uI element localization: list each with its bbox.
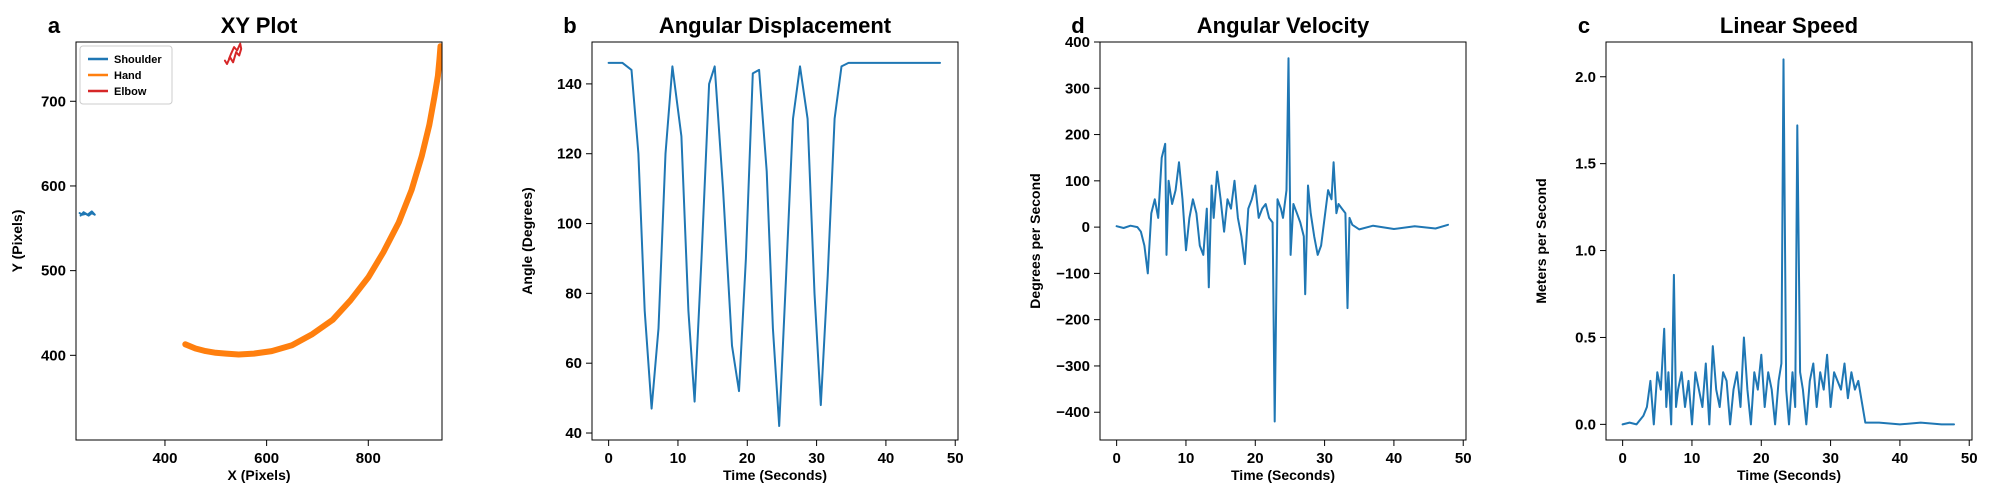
panel-letter: d [1071,13,1084,38]
y-tick-label: 300 [1065,80,1090,97]
plot-frame [591,41,959,441]
x-axis-label: Time (Seconds) [723,467,827,483]
x-axis-label: X (Pixels) [227,467,290,483]
y-tick-label: 0.5 [1575,329,1596,346]
y-tick-label: 1.5 [1575,156,1596,173]
x-tick-label: 50 [1455,450,1472,467]
y-tick-label: −100 [1056,265,1090,282]
chart-title: XY Plot [221,13,298,38]
y-tick-label: 2.0 [1575,69,1596,86]
series-line-elbow [223,42,243,65]
y-tick-label: 60 [565,355,582,372]
series-line-shoulder [78,210,96,217]
x-tick-label: 0 [1112,450,1120,467]
x-tick-label: 10 [1684,450,1701,467]
y-tick-label: 400 [1065,34,1090,51]
y-tick-label: 700 [41,93,66,110]
legend: Shoulder Hand Elbow [79,45,173,105]
y-axis-label: Y (Pixels) [9,210,25,273]
chart-panel-c: 0 10 20 30 40 50 0.0 0.5 1.0 1.5 2.0 Linear Speed c T… [1533,13,1978,483]
chart-title: Angular Velocity [1197,13,1370,38]
series-line-series-0 [1115,57,1449,423]
x-tick-label: 30 [1316,450,1333,467]
y-tick-label: 100 [1065,173,1090,190]
chart-title: Linear Speed [1720,13,1858,38]
x-tick-label: 40 [1892,450,1909,467]
y-tick-label: 600 [41,178,66,195]
y-axis-label: Angle (Degrees) [519,187,535,294]
y-tick-label: 400 [41,347,66,364]
plot-frame [1605,41,1973,441]
x-axis-label: Time (Seconds) [1737,467,1841,483]
chart-panel-d: 0 10 20 30 40 50 −400 −300 −200 −100 0 100 200 300 400… [1027,13,1472,483]
x-tick-label: 50 [1961,450,1978,467]
y-tick-label: −400 [1056,404,1090,421]
y-tick-label: 80 [565,285,582,302]
legend-entry: Shoulder [114,54,162,66]
legend-entry: Hand [114,70,142,82]
series-group [1621,58,1955,426]
y-tick-label: 100 [557,216,582,233]
series-group [607,61,941,427]
x-tick-label: 0 [604,450,612,467]
plot-frame [1099,41,1467,441]
x-tick-label: 30 [808,450,825,467]
x-tick-label: 10 [1178,450,1195,467]
x-tick-label: 20 [1247,450,1264,467]
y-axis-label: Meters per Second [1533,178,1549,303]
y-tick-label: 500 [41,263,66,280]
x-tick-label: 50 [947,450,964,467]
legend-entry: Elbow [114,86,147,98]
series-line-series-0 [1621,58,1955,426]
series-line-hand [182,43,442,358]
x-tick-label: 800 [356,450,381,467]
y-tick-label: 140 [557,76,582,93]
series-group [1115,57,1449,423]
x-tick-label: 40 [1386,450,1403,467]
chart-panel-a: 400 600 800 400 500 600 700 XY Plot a X (Pixels) Y… [9,13,443,483]
chart-panel-b: 0 10 20 30 40 50 40 60 80 100 120 140 Angular Displa… [519,13,964,483]
y-tick-label: 1.0 [1575,243,1596,260]
panel-letter: b [563,13,576,38]
chart-title: Angular Displacement [659,13,892,38]
y-tick-label: 200 [1065,127,1090,144]
panel-letter: a [48,13,61,38]
x-tick-label: 20 [739,450,756,467]
y-tick-label: −300 [1056,358,1090,375]
x-tick-label: 20 [1753,450,1770,467]
y-axis-label: Degrees per Second [1027,173,1043,308]
legend-box [79,45,173,105]
y-tick-label: 40 [565,425,582,442]
plot-frame [75,41,443,441]
y-tick-label: 120 [557,146,582,163]
series-group [78,42,442,358]
x-tick-label: 0 [1618,450,1626,467]
y-tick-label: −200 [1056,312,1090,329]
y-tick-label: 0 [1082,219,1090,236]
x-tick-label: 600 [254,450,279,467]
panel-letter: c [1578,13,1590,38]
x-axis-label: Time (Seconds) [1231,467,1335,483]
y-tick-label: 0.0 [1575,416,1596,433]
x-tick-label: 400 [152,450,177,467]
x-tick-label: 40 [878,450,895,467]
series-line-series-0 [607,61,941,427]
x-tick-label: 10 [670,450,687,467]
x-tick-label: 30 [1822,450,1839,467]
